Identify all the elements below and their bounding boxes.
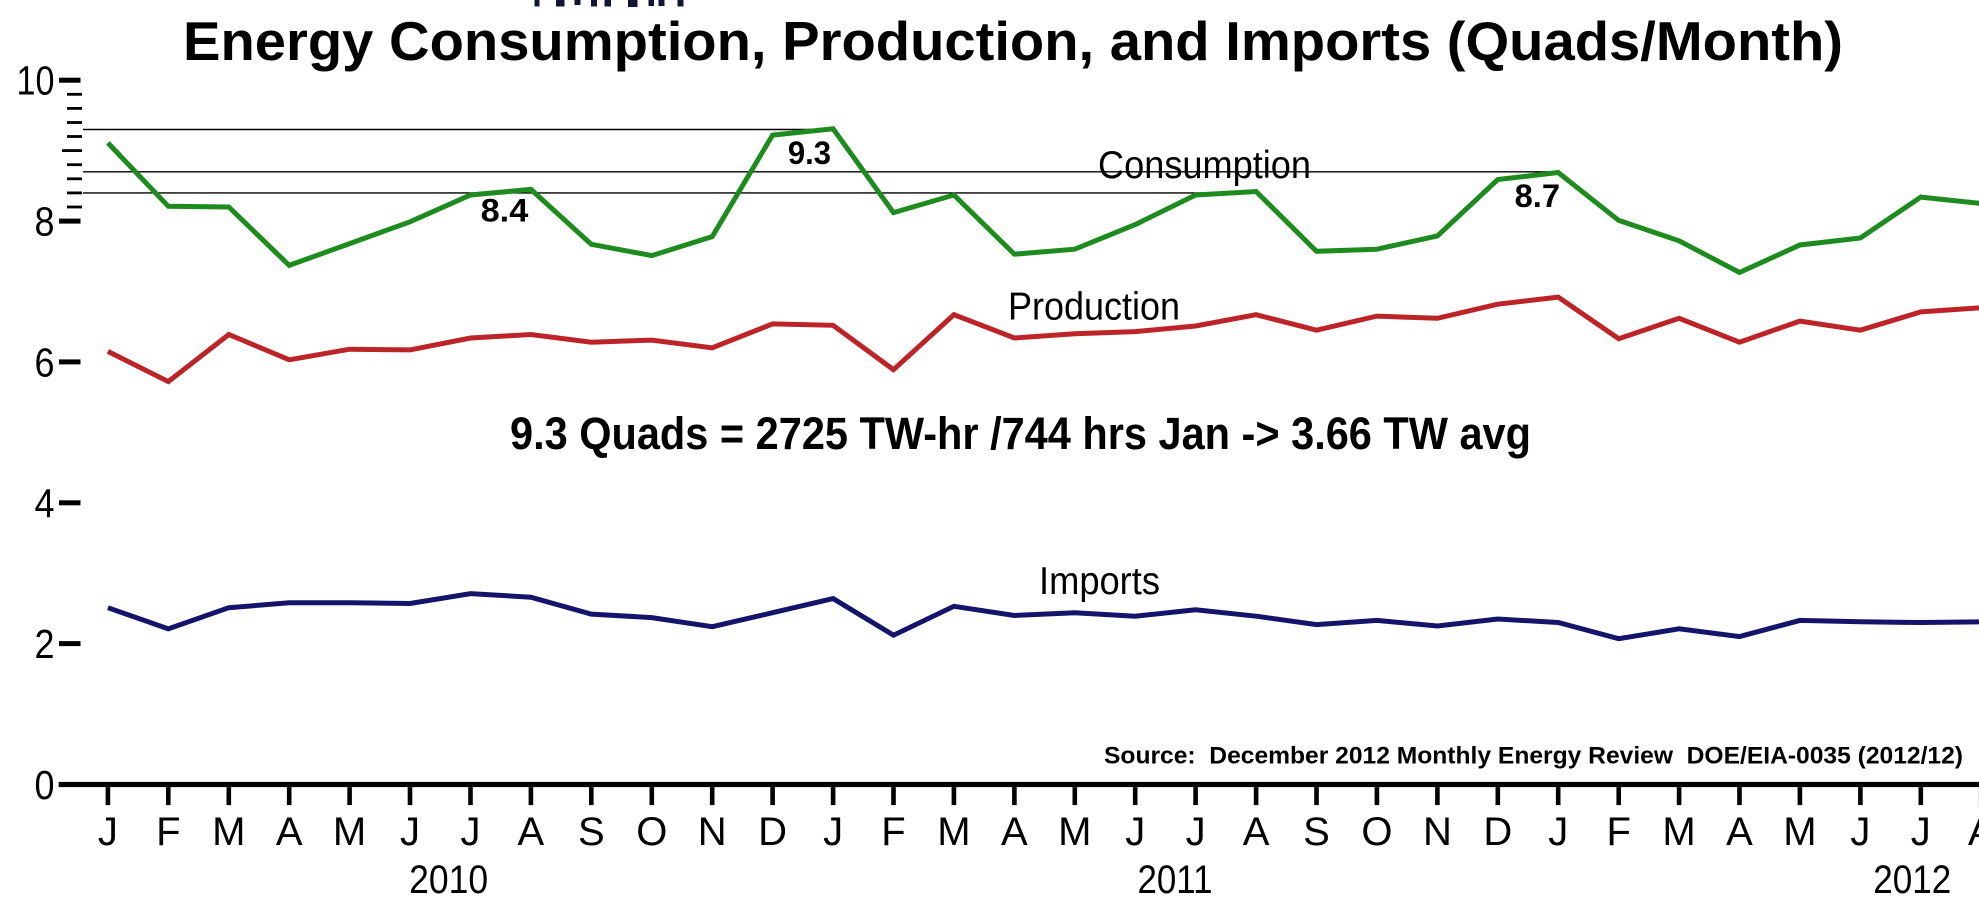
svg-text:F: F [881,810,905,854]
svg-text:8.7: 8.7 [1515,178,1560,214]
svg-text:S: S [578,810,605,854]
svg-text:O: O [636,810,667,854]
svg-text:2012: 2012 [1873,858,1951,902]
svg-text:M: M [1058,810,1091,854]
svg-text:Source: December 2012 Monthly: Source: December 2012 Monthly Energy Rev… [1104,743,1963,770]
svg-text:2: 2 [35,621,55,667]
svg-text:J: J [98,810,118,854]
svg-text:A: A [1243,810,1270,854]
svg-text:6: 6 [35,339,55,385]
svg-text:M: M [333,810,366,854]
svg-text:4: 4 [35,480,55,526]
svg-text:9.3: 9.3 [788,135,831,171]
svg-text:A: A [1001,810,1028,854]
svg-text:M: M [1783,810,1816,854]
svg-text:Production: Production [1008,286,1180,329]
svg-text:10: 10 [17,58,55,104]
svg-text:Energy Consumption, Production: Energy Consumption, Production, and Impo… [183,10,1843,72]
svg-text:A: A [518,810,545,854]
svg-text:A: A [276,810,303,854]
svg-text:J: J [1186,810,1206,854]
svg-text:A: A [1968,810,1979,854]
svg-text:F: F [1606,810,1630,854]
svg-text:2010: 2010 [409,858,488,902]
svg-text:Imports: Imports [1039,560,1160,603]
svg-text:J: J [400,810,420,854]
svg-text:Consumption: Consumption [1098,144,1311,187]
svg-text:N: N [698,810,727,854]
svg-text:J: J [823,810,843,854]
svg-text:D: D [1483,810,1512,854]
svg-text:J: J [461,810,481,854]
svg-text:J: J [1125,810,1145,854]
svg-text:M: M [1662,810,1695,854]
svg-text:M: M [212,810,245,854]
svg-text:S: S [1303,810,1330,854]
svg-text:N: N [1423,810,1452,854]
svg-text:M: M [937,810,970,854]
svg-text:A: A [1726,810,1753,854]
svg-text:9.3 Quads = 2725 TW-hr /744 hr: 9.3 Quads = 2725 TW-hr /744 hrs Jan -> 3… [510,408,1531,459]
svg-text:O: O [1361,810,1392,854]
svg-text:8.4: 8.4 [481,192,529,228]
svg-text:D: D [758,810,787,854]
svg-text:J: J [1548,810,1568,854]
svg-text:J: J [1911,810,1931,854]
svg-text:F: F [156,810,180,854]
svg-text:J: J [1850,810,1870,854]
svg-text:2011: 2011 [1138,858,1213,902]
svg-text:8: 8 [35,199,55,245]
svg-text:0: 0 [35,762,55,808]
